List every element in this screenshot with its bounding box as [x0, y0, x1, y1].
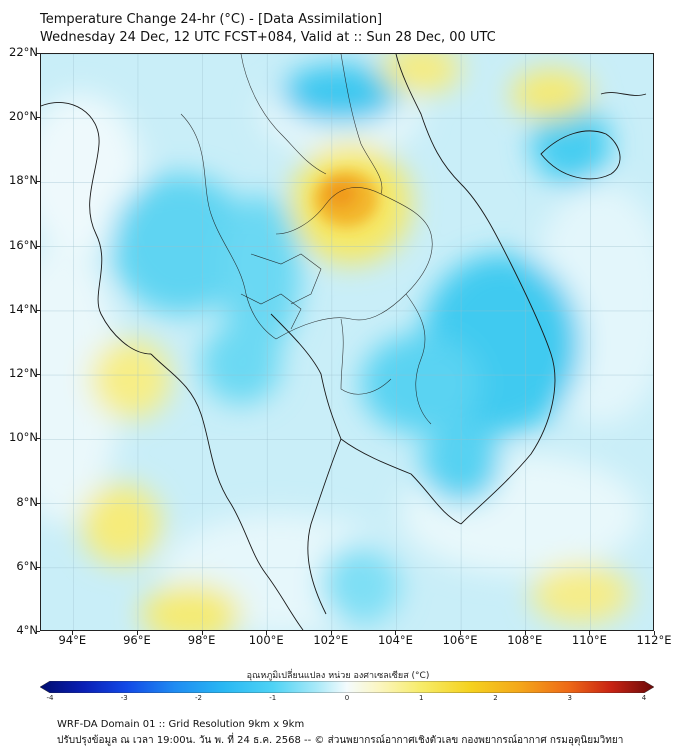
latitude-tickmark	[36, 117, 40, 119]
border-myanmar-laos	[240, 54, 327, 175]
longitude-tickmark	[395, 631, 397, 635]
longitude-tickmark	[330, 631, 332, 635]
latitude-label: 10°N	[9, 430, 38, 445]
latitude-tickmark	[36, 566, 40, 568]
map-subtitle: Wednesday 24 Dec, 12 UTC FCST+084, Valid…	[40, 30, 496, 45]
latitude-label: 16°N	[9, 237, 38, 252]
latitude-label: 20°N	[9, 109, 38, 124]
latitude-label: 12°N	[9, 366, 38, 381]
longitude-tickmark	[266, 631, 268, 635]
map-canvas	[41, 54, 653, 630]
longitude-label: 112°E	[636, 633, 672, 647]
border-myanmar-thailand	[180, 113, 277, 340]
latitude-tickmark	[36, 181, 40, 183]
border-cambodia-vietnam	[405, 293, 432, 425]
warm-core	[314, 171, 378, 227]
colorbar-tick-label: 2	[493, 694, 498, 702]
longitude-label: 106°E	[442, 633, 478, 647]
latitude-label: 22°N	[9, 45, 38, 59]
graticule	[41, 54, 653, 630]
latitude-label: 18°N	[9, 173, 38, 188]
latitude-tickmark	[36, 631, 40, 632]
province-lines-2	[240, 293, 302, 330]
latitude-tickmark	[36, 53, 40, 54]
latitude-tickmark	[36, 438, 40, 440]
latitude-label: 4°N	[16, 623, 38, 637]
colorbar	[40, 681, 654, 693]
colorbar-tick-label: 0	[344, 694, 350, 702]
vietnam-coast	[395, 54, 556, 525]
colorbar-tick-label: 1	[419, 694, 424, 702]
footer-model-info: WRF-DA Domain 01 :: Grid Resolution 9km …	[57, 719, 305, 730]
colorbar-tick-label: -4	[46, 694, 54, 702]
colorbar-tick-label: 3	[567, 694, 572, 702]
latitude-tickmark	[36, 374, 40, 376]
colorbar-label: อุณหภูมิเปลี่ยนแปลง หน่วย องศาเซลเซียส (…	[246, 671, 430, 681]
peninsula-east-coast	[307, 438, 342, 615]
longitude-tickmark	[136, 631, 138, 635]
colorbar-ramp	[40, 681, 654, 693]
longitude-label: 98°E	[187, 633, 216, 647]
border-laos-china	[340, 54, 383, 195]
colorbar-tick-label: -2	[195, 694, 202, 702]
colorbar-tick-label: -3	[120, 694, 128, 702]
longitude-label: 110°E	[571, 633, 607, 647]
latitude-label: 14°N	[9, 301, 38, 316]
colorbar-tick-label: -1	[269, 694, 277, 702]
longitude-tickmark	[524, 631, 526, 635]
latitude-label: 6°N	[16, 558, 38, 573]
longitude-tickmark	[654, 631, 655, 635]
south-china-coast	[600, 92, 647, 96]
footer-update-info: ปรับปรุงข้อมูล ณ เวลา 19:00น. วัน พ. ที่…	[57, 735, 624, 746]
hainan-island	[540, 130, 621, 180]
myanmar-coast	[41, 102, 152, 355]
border-thailand-laos	[275, 187, 433, 340]
longitude-label: 102°E	[313, 633, 349, 647]
longitude-label: 104°E	[377, 633, 413, 647]
temperature-change-map	[40, 53, 654, 631]
colorbar-tick-label: 4	[641, 694, 647, 702]
longitude-label: 96°E	[123, 633, 151, 647]
coastlines	[41, 54, 647, 630]
latitude-tickmark	[36, 245, 40, 247]
peninsula-west-coast	[150, 353, 304, 630]
longitude-label: 100°E	[248, 633, 284, 647]
longitude-tickmark	[460, 631, 462, 635]
province-lines	[250, 253, 322, 305]
longitude-tickmark	[201, 631, 203, 635]
longitude-label: 94°E	[58, 633, 87, 647]
map-title: Temperature Change 24-hr (°C) - [Data As…	[40, 12, 383, 27]
longitude-tickmark	[589, 631, 591, 635]
border-thailand-cambodia	[340, 318, 392, 395]
latitude-label: 8°N	[16, 494, 38, 509]
country-borders	[180, 54, 433, 425]
latitude-tickmark	[36, 502, 40, 504]
latitude-tickmark	[36, 309, 40, 311]
longitude-label: 108°E	[507, 633, 543, 647]
longitude-tickmark	[72, 631, 74, 635]
